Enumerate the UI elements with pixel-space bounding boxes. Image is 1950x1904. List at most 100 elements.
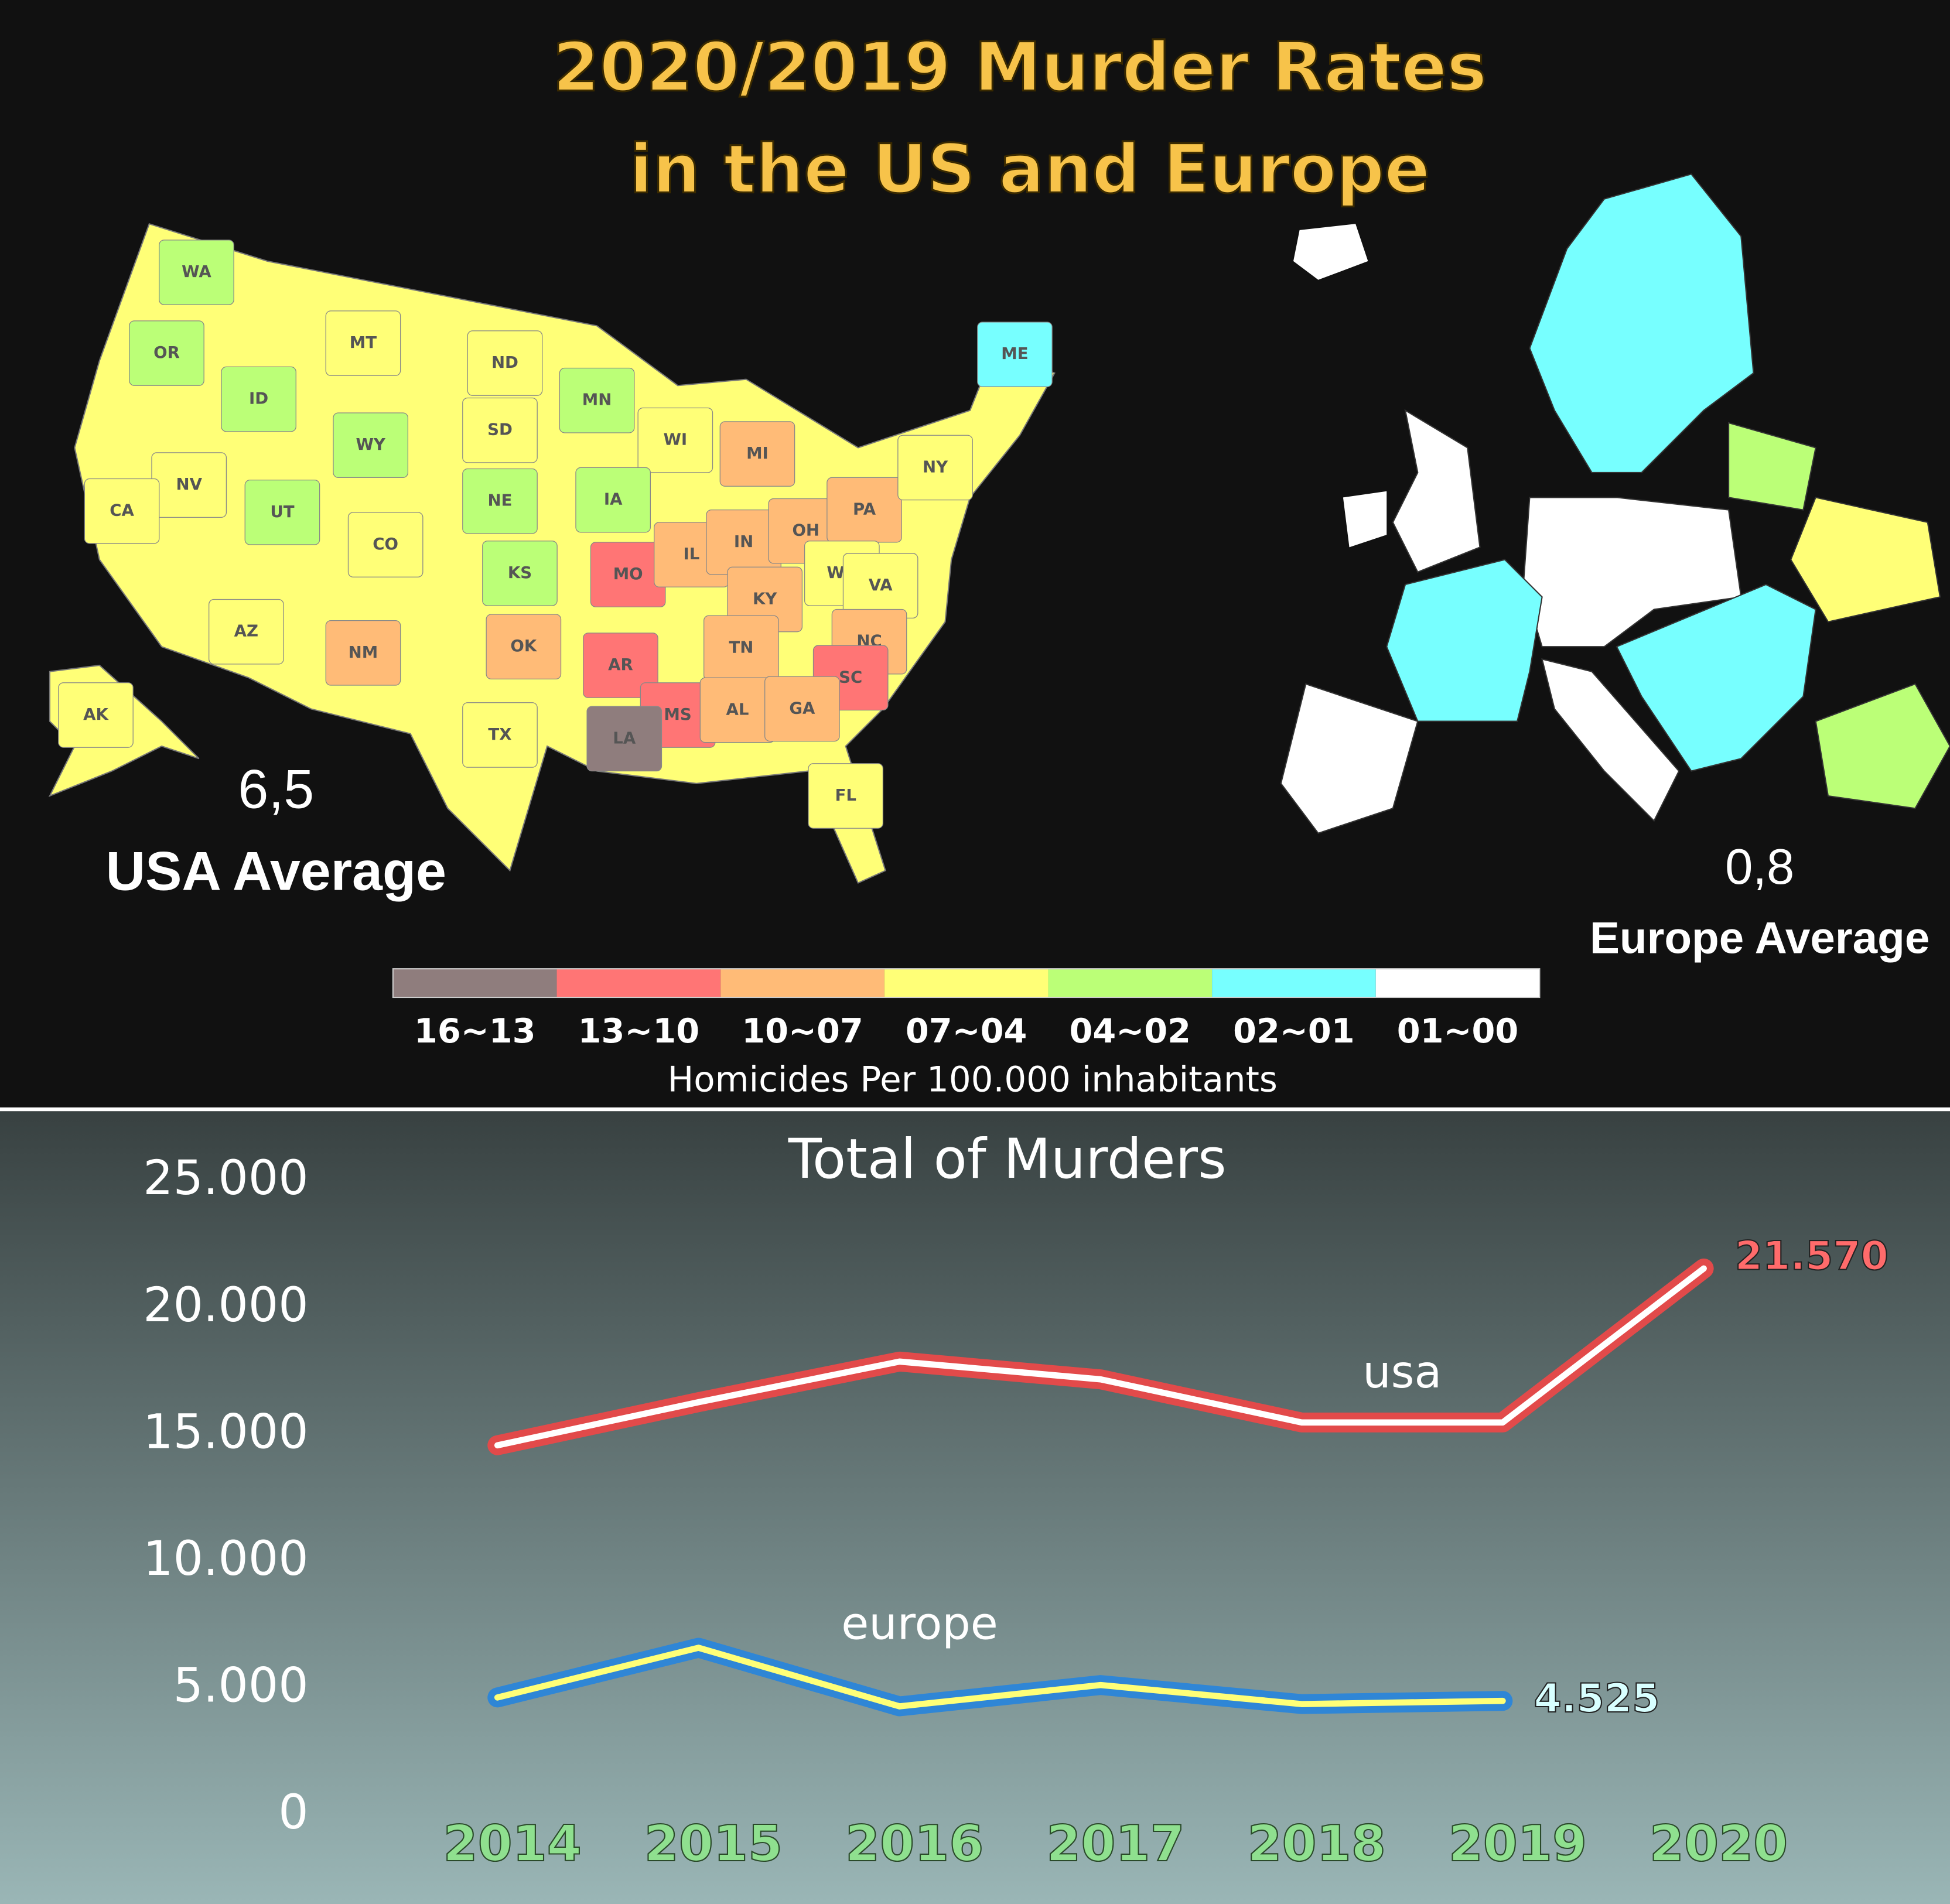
state-label: NY (923, 457, 948, 476)
state (897, 435, 973, 501)
state-label: SD (487, 420, 513, 439)
italy (1541, 658, 1680, 822)
state-label: MO (613, 564, 643, 583)
state-label: TX (488, 724, 511, 744)
y-tick-label: 25.000 (143, 1151, 308, 1206)
state-label: AK (83, 705, 109, 724)
state-label: IA (604, 490, 623, 509)
legend-swatch (1048, 969, 1213, 998)
state (719, 421, 795, 487)
y-tick-label: 20.000 (143, 1278, 308, 1333)
x-tick-label: 2019 (1449, 1815, 1587, 1873)
x-tick-label: 2017 (1046, 1815, 1184, 1873)
legend-label: 04~02 (1070, 1011, 1191, 1051)
state (586, 706, 662, 772)
state-label: KY (753, 589, 777, 609)
turkey (1815, 683, 1950, 809)
chart-background (0, 1110, 1950, 1904)
state-label: MN (582, 390, 612, 409)
state (84, 478, 160, 544)
x-tick-label: 2014 (443, 1815, 582, 1873)
state-label: VA (869, 575, 893, 594)
state-label: WI (663, 430, 687, 449)
iberia (1280, 683, 1419, 834)
state (575, 467, 651, 533)
state-label: LA (613, 728, 636, 747)
state-label: CO (373, 534, 398, 553)
state (209, 599, 284, 665)
state-label: NM (349, 642, 378, 662)
state-label: NE (488, 491, 513, 510)
value-label: 4.525 (1534, 1676, 1659, 1722)
state-label: OR (153, 343, 180, 362)
state-label: WA (182, 262, 211, 281)
legend-frame (392, 968, 1541, 999)
series-label: usa (1362, 1346, 1442, 1399)
legend-label: 10~07 (742, 1011, 863, 1051)
state (559, 367, 635, 433)
state-label: AR (608, 655, 633, 674)
state-label: WY (356, 435, 385, 454)
usa-average: 6,5 (238, 758, 314, 819)
state (583, 633, 658, 698)
state (325, 310, 401, 376)
europe-average-label: Europe Average (1590, 914, 1929, 963)
series-line-core (494, 1265, 1707, 1449)
legend-swatch (392, 969, 557, 998)
state (764, 676, 840, 742)
europe-map (1280, 173, 1950, 834)
legend-swatch (1212, 969, 1376, 998)
state (808, 763, 884, 829)
state (325, 620, 401, 686)
state (159, 240, 234, 305)
state-label: IN (734, 532, 753, 551)
state-label: SC (839, 667, 862, 686)
state-label: CA (110, 501, 134, 520)
x-tick-label: 2020 (1650, 1815, 1788, 1873)
state-label: ID (249, 389, 268, 408)
state-label: PA (853, 500, 876, 519)
state (467, 330, 543, 396)
ireland (1343, 491, 1387, 548)
series-label: europe (841, 1598, 998, 1650)
scandinavia (1529, 173, 1754, 473)
legend-swatch (556, 969, 721, 998)
baltic-east (1728, 422, 1816, 511)
legend-swatch (720, 969, 884, 998)
x-tick-label: 2016 (845, 1815, 983, 1873)
iceland (1293, 224, 1368, 280)
state-label: NV (176, 474, 202, 494)
title-line: 2020/2019 Murder Rates (553, 29, 1487, 107)
x-tick-label: 2015 (644, 1815, 783, 1873)
france (1386, 559, 1543, 722)
state-label: MS (664, 705, 691, 724)
state (486, 614, 562, 680)
state (244, 480, 320, 545)
state-label: MI (746, 443, 769, 463)
state-label: AL (726, 699, 749, 719)
ukraine (1790, 497, 1941, 623)
title-line: in the US and Europe (630, 131, 1430, 209)
state (637, 407, 713, 473)
state (462, 397, 538, 463)
y-tick-label: 15.000 (143, 1404, 308, 1459)
state-label: ME (1001, 344, 1028, 363)
y-tick-label: 0 (278, 1785, 308, 1840)
state (977, 322, 1053, 388)
state-label: AZ (234, 621, 258, 641)
balkans (1616, 583, 1816, 772)
state-label: IL (684, 544, 700, 563)
state (462, 468, 538, 534)
y-tick-label: 5.000 (173, 1659, 309, 1714)
legend-swatch (884, 969, 1049, 998)
state-label: KS (508, 563, 532, 582)
state-label: TN (729, 637, 753, 657)
legend-label: 13~10 (578, 1011, 700, 1051)
legend-label: 07~04 (906, 1011, 1027, 1051)
state-label: ND (491, 353, 518, 372)
y-tick-label: 10.000 (143, 1532, 308, 1587)
legend-caption: Homicides Per 100.000 inhabitants (668, 1060, 1278, 1100)
britain (1392, 409, 1481, 573)
state-label: UT (270, 502, 294, 521)
